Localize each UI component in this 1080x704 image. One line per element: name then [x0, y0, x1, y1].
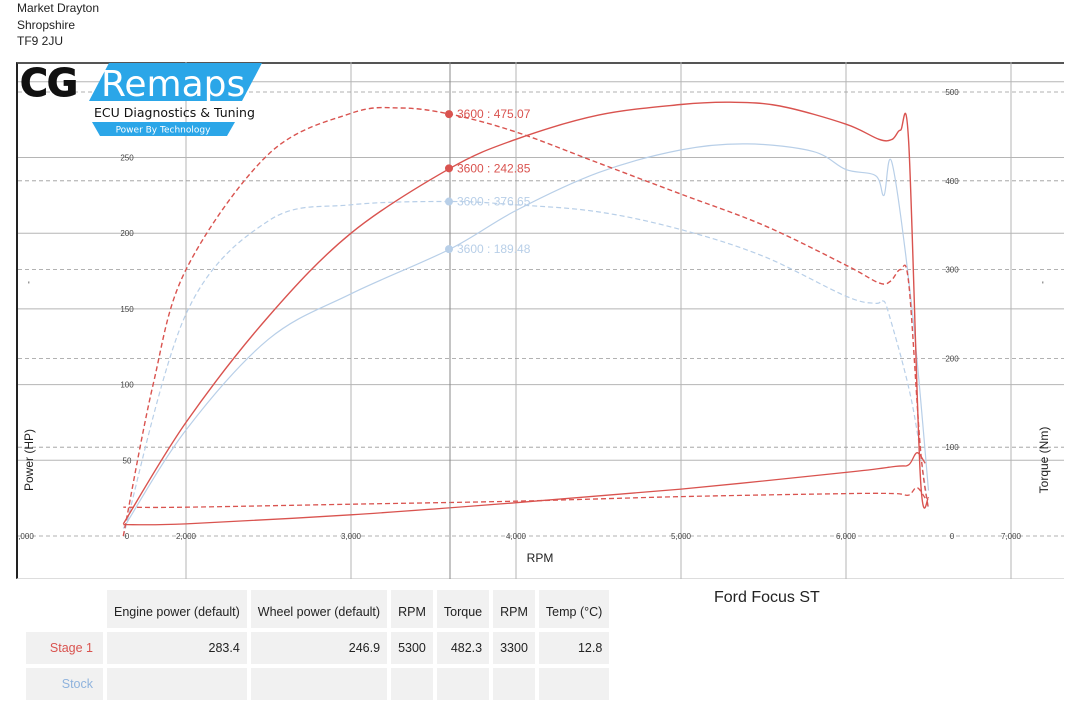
- table-row: Stage 1 283.4 246.9 5300 482.3 3300 12.8: [26, 632, 610, 664]
- table-header-row: Engine power (default) Wheel power (defa…: [26, 590, 610, 628]
- table-header-torque-rpm: RPM: [493, 590, 535, 628]
- svg-text:0: 0: [950, 532, 955, 541]
- vehicle-title: Ford Focus ST: [714, 589, 820, 606]
- logo-tagline: ECU Diagnostics & Tuning: [94, 105, 255, 120]
- table-header-engine-power: Engine power (default): [107, 590, 247, 628]
- dyno-chart[interactable]: 0501001502002503000100200300400500,0002,…: [0, 0, 1080, 675]
- logo-brand-left: CG: [20, 63, 77, 105]
- row-label-stock: Stock: [26, 668, 103, 700]
- address-postcode: TF9 2JU: [17, 34, 64, 48]
- cell-wheel-power: 246.9: [250, 632, 388, 664]
- cell-temp: [538, 668, 610, 700]
- svg-text:0: 0: [125, 532, 130, 541]
- y-axis-label-power: Power (HP): [22, 429, 36, 491]
- chart-ticks: 0501001502002503000100200300400500,0002,…: [18, 78, 1021, 541]
- row-label-stage1: Stage 1: [26, 632, 103, 664]
- svg-text:300: 300: [945, 266, 959, 275]
- address-town: Market Drayton: [17, 1, 100, 15]
- y-axis-label-torque: Torque (Nm): [1037, 427, 1051, 494]
- stock-torque-curve: [122, 200, 930, 537]
- table-header-torque: Torque: [436, 590, 490, 628]
- svg-text:2,000: 2,000: [176, 532, 197, 541]
- svg-text:500: 500: [945, 88, 959, 97]
- dyno-results-table: Engine power (default) Wheel power (defa…: [22, 586, 613, 704]
- logo-subbanner-shape: [92, 122, 235, 136]
- right-tick-mark: ': [1042, 280, 1044, 290]
- stock-power-curve: [122, 143, 930, 529]
- cursor-value-label: 3600 : 242.85: [457, 161, 531, 175]
- table-row: Stock: [26, 668, 610, 700]
- svg-text:250: 250: [120, 154, 134, 163]
- address-county: Shropshire: [17, 17, 76, 32]
- svg-text:150: 150: [120, 305, 134, 314]
- svg-text:50: 50: [123, 456, 132, 465]
- chart-curves: [122, 101, 930, 537]
- cursor-value-label: 3600 : 475.07: [457, 107, 531, 121]
- svg-text:4,000: 4,000: [506, 532, 527, 541]
- svg-text:100: 100: [945, 443, 959, 452]
- svg-text:3,000: 3,000: [341, 532, 362, 541]
- table-header-wheel-power: Wheel power (default): [250, 590, 388, 628]
- logo-banner-shape: [89, 63, 262, 101]
- cell-torque-rpm: 3300: [493, 632, 535, 664]
- cursor-value-label: 3600 : 189.48: [457, 242, 531, 256]
- cell-power-rpm: 5300: [391, 632, 433, 664]
- cell-engine-power: [107, 668, 247, 700]
- cell-wheel-power: [250, 668, 388, 700]
- svg-text:6,000: 6,000: [836, 532, 857, 541]
- cursor-markers: 3600 : 475.07 3600 : 242.85 3600 : 376.65 3…: [445, 107, 531, 256]
- logo-subtagline: Power By Technology: [116, 126, 212, 136]
- x-axis-label: RPM: [527, 551, 554, 565]
- table-header-temp: Temp (°C): [538, 590, 610, 628]
- svg-text:200: 200: [120, 229, 134, 238]
- svg-text:400: 400: [945, 177, 959, 186]
- table-header-power-rpm: RPM: [391, 590, 433, 628]
- cell-engine-power: 283.4: [107, 632, 247, 664]
- cell-torque-rpm: [493, 668, 535, 700]
- cell-torque: 482.3: [436, 632, 490, 664]
- cursor-value-label: 3600 : 376.65: [457, 195, 531, 209]
- stage-1-torque-curve: [122, 106, 930, 537]
- left-tick-mark: ': [28, 280, 30, 290]
- dyno-chart-frame: [16, 62, 1064, 579]
- svg-text:200: 200: [945, 354, 959, 363]
- table-header-blank: [26, 590, 103, 628]
- stage-1-power-curve: [122, 101, 930, 525]
- svg-text:,000: ,000: [18, 532, 34, 541]
- cg-remaps-logo: CG Remaps ECU Diagnostics & Tuning Power…: [17, 61, 267, 138]
- cell-power-rpm: [391, 668, 433, 700]
- dealer-address: Market Drayton Shropshire TF9 2JU: [17, 0, 99, 50]
- svg-text:5,000: 5,000: [671, 532, 692, 541]
- chart-grid: [18, 62, 1064, 579]
- svg-text:100: 100: [120, 381, 134, 390]
- cell-torque: [436, 668, 490, 700]
- svg-text:7,000: 7,000: [1001, 532, 1022, 541]
- logo-brand-right: Remaps: [101, 64, 245, 105]
- cell-temp: 12.8: [538, 632, 610, 664]
